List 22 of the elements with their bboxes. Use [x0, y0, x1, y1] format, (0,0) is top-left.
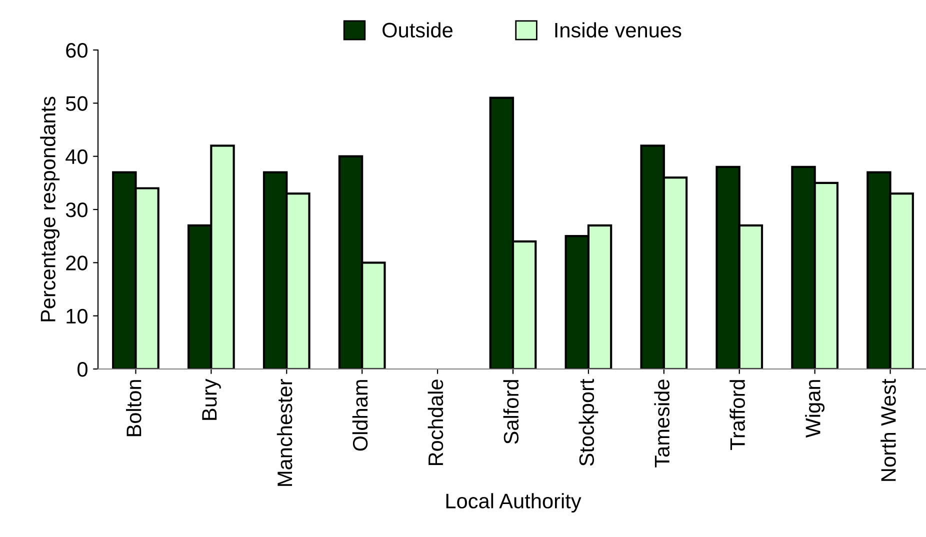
- x-tick-label: Rochdale: [428, 380, 444, 466]
- y-tick-label: 0: [78, 362, 88, 377]
- legend-label: Outside: [382, 22, 452, 38]
- legend-label: Inside venues: [555, 22, 682, 38]
- y-tick-label: 30: [66, 202, 88, 218]
- y-tick-label: 60: [66, 43, 88, 58]
- x-tick-label: Manchester: [276, 379, 292, 486]
- x-tick-label: Bury: [202, 378, 221, 420]
- y-tick-label: 20: [66, 256, 88, 270]
- x-tick-label: Wigan: [805, 380, 825, 438]
- x-tick-label: Trafford: [730, 380, 745, 450]
- y-tick-label: 40: [66, 149, 88, 164]
- x-tick-label: Stockport: [578, 378, 598, 466]
- y-tick-label: 10: [66, 308, 88, 324]
- x-tick-label: North West: [880, 378, 896, 481]
- x-tick-label: Oldham: [352, 380, 368, 451]
- x-tick-label: Bolton: [126, 380, 142, 436]
- x-axis-title: Local Authority: [446, 493, 582, 513]
- y-axis-title: Percentage respondants: [40, 96, 60, 322]
- x-tick-label: Salford: [503, 380, 519, 444]
- y-tick-label: 50: [66, 96, 88, 111]
- x-tick-label: Tameside: [654, 380, 670, 468]
